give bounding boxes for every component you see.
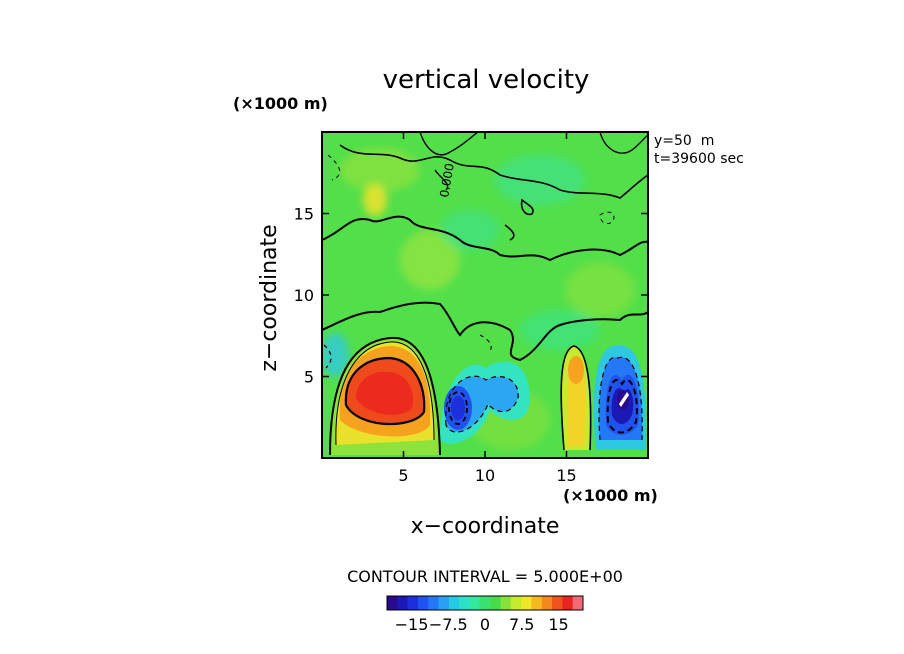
x-axis-label: x−coordinate	[411, 514, 560, 539]
colorbar-swatch	[448, 596, 460, 610]
colorbar-swatch	[479, 596, 491, 610]
colorbar-tick-label: 7.5	[509, 615, 534, 634]
annotation-y: y=50 m	[654, 133, 714, 149]
colorbar-swatch	[407, 596, 419, 610]
colorbar-swatch	[417, 596, 429, 610]
colorbar-tick-label: −15	[395, 615, 429, 634]
colorbar-swatch	[397, 596, 408, 610]
colorbar-swatch	[490, 596, 501, 610]
colorbar-swatch	[428, 596, 439, 610]
colorbar-swatch	[510, 596, 522, 610]
y-tick-label: 5	[304, 368, 314, 387]
x-tick-label: 15	[556, 466, 576, 485]
y-tick-label: 10	[294, 286, 314, 305]
y-tick-label: 15	[294, 205, 314, 224]
colorbar	[386, 595, 584, 611]
colorbar-tick-label: 0	[480, 615, 490, 634]
x-axis-ticks: 5 10 15	[398, 132, 577, 485]
annotation-t: t=39600 sec	[654, 151, 744, 167]
feature-downdraft-right	[593, 345, 647, 450]
x-tick-label: 5	[398, 466, 408, 485]
colorbar-swatch	[521, 596, 532, 610]
colorbar-swatch	[500, 596, 512, 610]
colorbar-frame	[386, 595, 584, 611]
colorbar-swatch	[459, 596, 470, 610]
x-unit-label: (×1000 m)	[563, 486, 658, 505]
colorbar-swatch	[469, 596, 481, 610]
contour-interval-text: CONTOUR INTERVAL = 5.000E+00	[347, 567, 623, 586]
x-tick-label: 10	[475, 466, 495, 485]
y-axis-label: z−coordinate	[257, 224, 282, 371]
contour-lines	[322, 132, 648, 456]
colorbar-swatch	[541, 596, 553, 610]
colorbar-swatch	[531, 596, 543, 610]
y-axis-ticks: 5 10 15	[294, 205, 648, 387]
y-unit-label: (×1000 m)	[233, 94, 328, 113]
feature-updraft-right	[561, 346, 591, 450]
chart-title: vertical velocity	[383, 65, 590, 95]
colorbar-ticks: −15 −7.5 0 7.5 15	[395, 615, 569, 634]
colorbar-swatch	[572, 596, 584, 610]
colorbar-swatch	[387, 596, 398, 610]
contour-label: 0.000	[437, 162, 457, 198]
colorbar-swatch	[562, 596, 573, 610]
colorbar-swatch	[438, 596, 450, 610]
colorbar-tick-label: 15	[548, 615, 568, 634]
colorbar-tick-label: −7.5	[429, 615, 468, 634]
heatmap-field: 0.000	[322, 132, 648, 458]
colorbar-swatch	[552, 596, 563, 610]
